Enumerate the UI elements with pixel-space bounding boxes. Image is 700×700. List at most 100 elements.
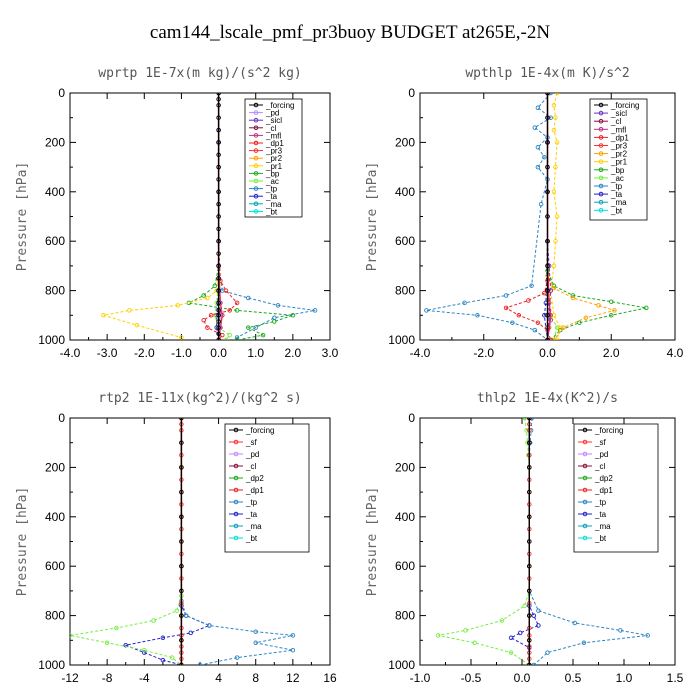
chart-panel-2: wpthlp 1E-4x(m K)/s^2 Pressure [hPa] -4.0 -… <box>365 66 684 360</box>
legend-marker <box>582 439 588 445</box>
data-point-pr2 <box>612 308 617 313</box>
x-tick-label: 4 <box>215 671 222 685</box>
data-point-forcing <box>527 440 532 445</box>
legend-entry: _forcing <box>594 426 623 435</box>
legend-marker <box>598 102 604 108</box>
data-point-tp <box>532 125 538 130</box>
data-point-ac <box>508 650 514 655</box>
data-point-forcing <box>527 563 532 569</box>
y-tick-label: 600 <box>395 234 415 248</box>
data-point-tp <box>290 647 296 653</box>
data-point-tp <box>536 608 541 613</box>
data-point-tp <box>462 300 467 306</box>
legend-marker <box>253 133 259 138</box>
legend-entry: _forcing <box>610 101 639 110</box>
chart-panel-1: wprtp 1E-7x(m kg)/(s^2 kg) Pressure [hPa]… <box>15 66 339 360</box>
data-point-forcing <box>216 93 221 96</box>
data-point-ta <box>142 650 147 655</box>
chart-panel-4: thlp2 1E-4x(K^2)/s Pressure [hPa] -1.0 -0.5… <box>365 391 684 685</box>
x-tick-label: 0.0 <box>514 671 531 685</box>
legend-marker <box>598 118 604 124</box>
y-tick-label: 200 <box>395 460 415 474</box>
legend-marker <box>253 125 259 131</box>
data-point-pr1 <box>553 238 558 244</box>
data-point-forcing <box>527 539 532 544</box>
data-point-forcing <box>545 214 550 219</box>
y-tick-label: 1000 <box>388 658 415 672</box>
legend-marker <box>598 127 604 132</box>
x-tick-label: 4.0 <box>667 346 684 360</box>
series-line-ta <box>543 93 548 340</box>
data-point-bp <box>201 293 206 298</box>
data-point-bp <box>290 313 296 318</box>
data-point-ta <box>536 623 541 628</box>
series-line-ta <box>510 418 540 665</box>
legend-marker <box>233 487 239 493</box>
legend-entry: _mfl <box>265 131 281 140</box>
x-tick-label: -3.0 <box>97 346 118 360</box>
legend-entry: _sicl <box>265 116 282 125</box>
data-point-dp1 <box>526 298 531 303</box>
panel-title: thlp2 1E-4x(K^2)/s <box>477 391 618 406</box>
legend-entry: _cl <box>245 462 256 471</box>
x-tick-label: -4.0 <box>410 346 431 360</box>
data-point-ac <box>227 332 232 338</box>
y-tick-label: 800 <box>395 284 415 298</box>
data-point-tp <box>197 662 203 665</box>
x-tick-label: 0.0 <box>539 346 556 360</box>
data-point-bp <box>212 283 218 288</box>
data-point-ac <box>522 603 527 608</box>
data-point-ac <box>104 640 110 646</box>
data-point-bp <box>246 325 251 330</box>
data-point-tp <box>542 154 547 160</box>
data-point-forcing <box>216 189 221 195</box>
data-point-ac <box>463 628 468 633</box>
data-point-bp <box>272 319 277 324</box>
data-point-dp1 <box>208 313 214 318</box>
series-group <box>435 418 650 665</box>
x-tick-label: 2.0 <box>603 346 620 360</box>
data-point-pr2 <box>561 325 566 330</box>
figure-title: cam144_lscale_pmf_pr3buoy BUDGET at265E,… <box>150 22 550 43</box>
legend-marker <box>582 451 588 457</box>
y-axis-label: Pressure [hPa] <box>365 487 380 597</box>
data-point-pr2 <box>596 303 601 308</box>
panel-title: wprtp 1E-7x(m kg)/(s^2 kg) <box>98 66 302 81</box>
legend-marker <box>233 511 239 517</box>
data-point-bp <box>234 337 240 340</box>
data-point-forcing <box>179 418 184 421</box>
data-point-forcing <box>216 164 221 170</box>
data-point-tp <box>581 640 587 646</box>
series-line-dp1 <box>504 93 552 340</box>
data-point-forcing <box>545 288 550 293</box>
data-point-pr1 <box>551 127 557 133</box>
series-line-tp <box>180 418 293 665</box>
data-point-dp1 <box>220 332 225 338</box>
data-point-forcing <box>216 177 221 182</box>
data-point-tp <box>272 315 277 321</box>
legend-marker <box>233 439 239 445</box>
x-tick-label: -8 <box>102 671 113 685</box>
y-tick-label: 400 <box>45 185 65 199</box>
data-point-tp <box>510 320 515 325</box>
data-point-forcing <box>216 251 221 256</box>
y-tick-label: 0 <box>408 86 415 100</box>
data-point-tp <box>253 640 258 646</box>
series-line-bp <box>187 93 294 340</box>
series-group <box>424 93 649 340</box>
x-tick-label: -4.0 <box>60 346 81 360</box>
data-point-pr1 <box>179 335 184 340</box>
chart-panel-3: rtp2 1E-11x(kg^2)/(kg^2 s) Pressure [hPa]… <box>15 391 337 685</box>
legend-marker <box>253 155 259 161</box>
data-point-ac <box>522 418 527 421</box>
legend-marker <box>598 143 604 148</box>
data-point-forcing <box>179 563 184 569</box>
data-point-dp1 <box>542 290 547 296</box>
data-point-dp1 <box>548 337 553 340</box>
legend-marker <box>253 140 259 146</box>
data-point-tp <box>312 308 318 313</box>
data-point-forcing <box>527 514 532 520</box>
legend-marker <box>253 171 259 176</box>
data-point-pr1 <box>554 214 560 219</box>
data-point-forcing <box>527 465 532 470</box>
